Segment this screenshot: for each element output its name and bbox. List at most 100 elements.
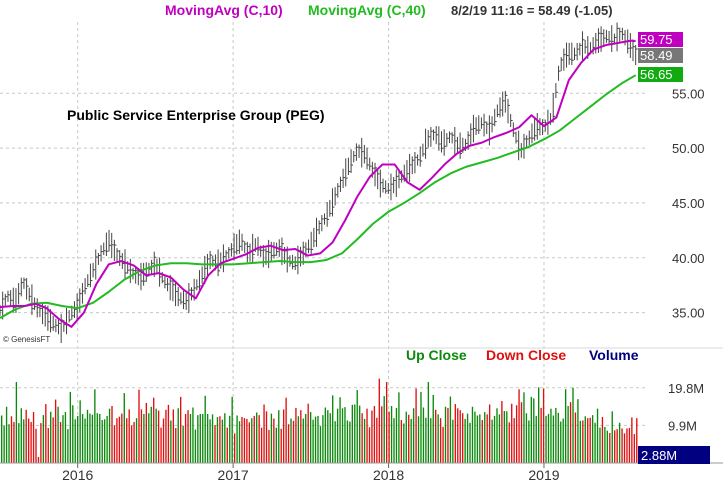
volume-bar: [383, 396, 385, 463]
volume-bar: [182, 425, 184, 463]
volume-bar: [113, 425, 116, 463]
volume-bar: [417, 416, 420, 463]
volume-bar: [415, 388, 417, 463]
volume-bar: [405, 411, 407, 463]
volume-bar: [278, 410, 280, 463]
volume-bar: [108, 408, 111, 463]
volume-bar: [224, 413, 226, 463]
volume-bar: [633, 434, 635, 463]
volume-bar: [381, 406, 383, 463]
volume-bar: [253, 415, 255, 463]
volume-bar: [94, 389, 96, 463]
volume-bar: [464, 418, 466, 463]
volume-bar: [302, 418, 304, 463]
volume-bar: [307, 403, 309, 463]
volume-bar: [187, 410, 189, 463]
volume-bar: [550, 408, 552, 463]
volume-bar: [378, 378, 380, 463]
volume-bar: [363, 418, 366, 463]
volume-bar: [346, 420, 349, 463]
credit-text: © GenesisFT: [3, 335, 50, 344]
volume-bar: [74, 419, 76, 463]
volume-bar: [59, 421, 62, 463]
volume-bar: [258, 415, 260, 463]
close-last-tag: 58.49: [638, 48, 683, 63]
volume-bar: [555, 407, 557, 463]
volume-bar: [587, 418, 589, 463]
volume-bar: [206, 413, 209, 463]
volume-bar: [412, 408, 415, 463]
volume-bar: [20, 408, 22, 463]
volume-bar: [533, 398, 535, 463]
year-tick-label: 2019: [528, 467, 559, 483]
volume-bar: [309, 412, 312, 463]
volume-bar: [130, 425, 133, 463]
volume-bar: [498, 414, 501, 463]
volume-bar: [508, 422, 510, 463]
volume-bar: [562, 418, 564, 463]
volume-bar: [50, 411, 52, 463]
volume-bar: [479, 414, 481, 463]
volume-bar: [219, 416, 221, 463]
volume-bar: [126, 418, 128, 463]
volume-bar: [560, 421, 562, 463]
volume-bar: [599, 427, 601, 463]
volume-bar: [334, 421, 336, 463]
volume-bar: [403, 423, 405, 463]
volume-bar: [300, 410, 302, 463]
volume-bar: [111, 406, 113, 463]
price-tick-label: 50.00: [672, 141, 705, 156]
volume-bar: [496, 408, 498, 463]
volume-bar: [175, 428, 177, 463]
volume-bar: [437, 414, 439, 463]
volume-bar: [354, 404, 356, 463]
volume-bar: [385, 382, 388, 463]
volume-bar: [481, 420, 483, 463]
volume-bar: [577, 399, 579, 463]
volume-bar: [197, 415, 199, 463]
volume-bar: [243, 418, 246, 463]
price-tick-label: 35.00: [672, 306, 705, 321]
volume-bar: [601, 417, 604, 463]
volume-bar: [157, 410, 160, 463]
volume-bar: [273, 418, 275, 463]
volume-bar: [263, 404, 265, 463]
volume-bar: [238, 421, 241, 463]
volume-bar: [474, 411, 476, 463]
chart-title: Public Service Enterprise Group (PEG): [67, 107, 325, 123]
volume-bar: [611, 411, 613, 463]
volume-bar: [459, 410, 461, 463]
volume-bar: [327, 410, 329, 463]
volume-bar: [57, 406, 59, 463]
volume-bar: [79, 400, 81, 463]
volume-bar: [143, 413, 145, 463]
volume-bar: [84, 418, 86, 463]
volume-bar: [52, 417, 54, 463]
volume-bar: [361, 413, 363, 463]
volume-bar: [430, 418, 432, 463]
year-tick-label: 2018: [373, 467, 404, 483]
volume-bar: [64, 412, 67, 463]
volume-bar: [297, 416, 300, 463]
volume-bar: [486, 414, 488, 463]
volume-bar: [77, 415, 79, 463]
volume-bar: [427, 382, 430, 463]
volume-bar: [567, 406, 569, 463]
volume-bar: [295, 407, 297, 463]
volume-bar: [282, 409, 285, 463]
volume-bar: [520, 402, 523, 463]
volume-last-value: 2.88M: [641, 448, 677, 463]
volume-bar: [177, 408, 179, 463]
volume-bar: [572, 387, 574, 463]
axes: 35.00 40.00 45.00 50.00 55.00 2016 2017 2018 201…: [0, 86, 723, 483]
volume-bar: [569, 402, 572, 463]
volume-bars: [1, 378, 640, 463]
volume-bar: [62, 415, 64, 463]
volume-bar: [81, 413, 84, 463]
ma10-line: [0, 39, 636, 328]
volume-bar: [260, 427, 263, 463]
volume-bar: [192, 407, 194, 463]
volume-bar: [25, 409, 27, 463]
volume-bar: [452, 419, 454, 463]
